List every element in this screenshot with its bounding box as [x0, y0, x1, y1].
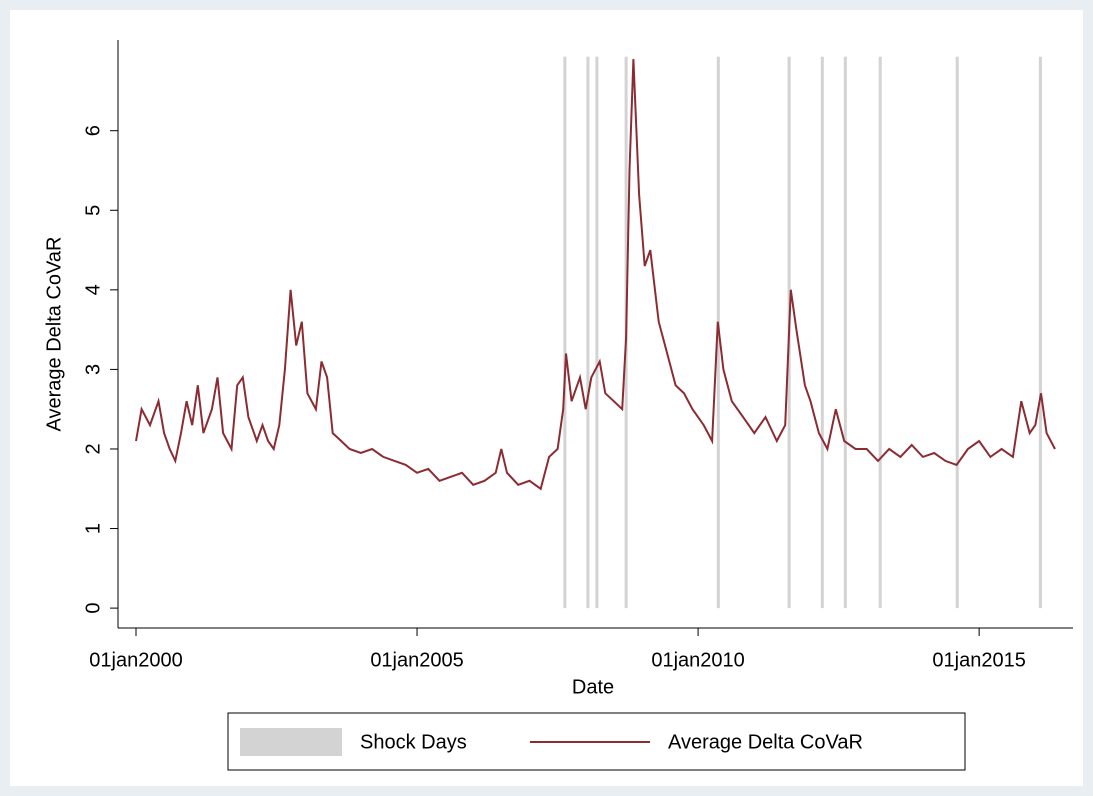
y-tick-label: 6: [82, 125, 104, 136]
y-tick-label: 2: [82, 443, 104, 454]
y-tick-label: 0: [82, 603, 104, 614]
legend-label: Average Delta CoVaR: [668, 731, 863, 753]
shock-bar: [1038, 56, 1042, 609]
y-tick-label: 4: [82, 284, 104, 295]
shock-bar: [878, 56, 882, 609]
shock-bar: [586, 56, 590, 609]
x-tick-label: 01jan2005: [370, 649, 463, 671]
y-tick-label: 1: [82, 523, 104, 534]
data-line: [135, 59, 1056, 491]
x-tick-label: 01jan2015: [932, 649, 1025, 671]
x-tick-label: 01jan2000: [89, 649, 182, 671]
shock-bar: [843, 56, 847, 609]
y-tick-label: 3: [82, 364, 104, 375]
legend-swatch: [240, 728, 342, 756]
y-axis-title: Average Delta CoVaR: [43, 237, 65, 432]
x-axis-title: Date: [572, 676, 614, 698]
shock-bar: [955, 56, 959, 609]
shock-bar: [563, 56, 567, 609]
x-tick-label: 01jan2010: [651, 649, 744, 671]
y-tick-label: 5: [82, 205, 104, 216]
shock-bar: [820, 56, 824, 609]
legend: Shock Days Average Delta CoVaR: [240, 728, 863, 756]
graph-region: [10, 10, 1083, 786]
plot-area: [135, 56, 1056, 609]
legend-label: Shock Days: [360, 731, 467, 753]
shock-bar: [595, 56, 599, 609]
